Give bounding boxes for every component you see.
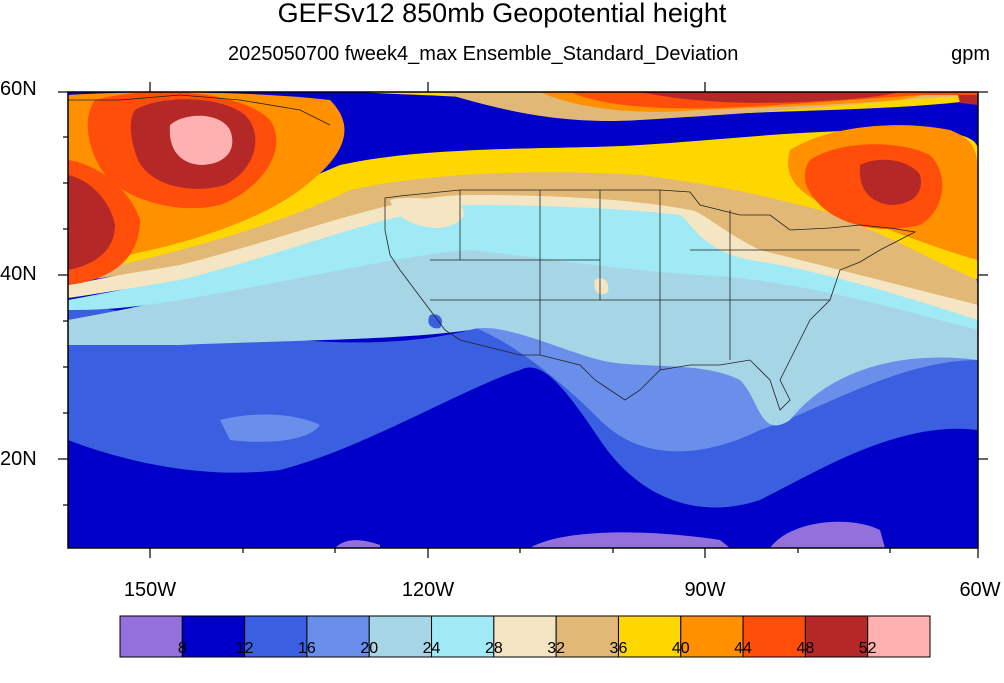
colorbar-swatch: [368, 615, 433, 658]
lat-label-40n: 40N: [0, 263, 37, 285]
colorbar-swatch: [555, 615, 619, 658]
colorbar-swatch: [867, 615, 931, 658]
lon-label-150w: 150W: [123, 579, 177, 601]
coastlines: [68, 94, 917, 411]
colorbar-label: 36: [609, 640, 628, 657]
colorbar-swatch: [306, 615, 370, 658]
colorbar-swatch: [244, 615, 308, 658]
colorbar-label: 52: [858, 640, 877, 657]
colorbar-label: 28: [484, 640, 503, 657]
colorbar-swatch: [181, 615, 246, 658]
lon-label-120w: 120W: [401, 579, 455, 601]
colorbar-label: 44: [734, 640, 752, 657]
lon-label-90w: 90W: [684, 579, 726, 601]
colorbar-swatch: [617, 615, 682, 658]
colorbar-swatch: [804, 615, 869, 658]
colorbar-label: 8: [177, 640, 187, 657]
units-label: gpm: [951, 43, 990, 65]
lon-label-60w: 60W: [959, 579, 1001, 601]
colorbar-swatch: [119, 615, 183, 658]
contour-fill: [68, 92, 978, 548]
colorbar-label: 48: [796, 640, 815, 657]
axis-ticks: [58, 82, 988, 558]
map-title: GEFSv12 850mb Geopotential height: [277, 0, 727, 28]
map-frame: [67, 91, 979, 549]
map-subtitle: 2025050700 fweek4_max Ensemble_Standard_…: [228, 43, 739, 65]
colorbar-swatch: [680, 615, 744, 658]
colorbar-label: 40: [671, 640, 690, 657]
colorbar-label: 20: [360, 640, 379, 657]
colorbar-label: 24: [422, 640, 441, 657]
colorbar-label: 16: [298, 640, 316, 657]
colorbar-label: 12: [235, 640, 254, 657]
lat-label-20n: 20N: [0, 448, 37, 470]
colorbar-label: 32: [547, 640, 566, 657]
lat-label-60n: 60N: [0, 78, 37, 100]
